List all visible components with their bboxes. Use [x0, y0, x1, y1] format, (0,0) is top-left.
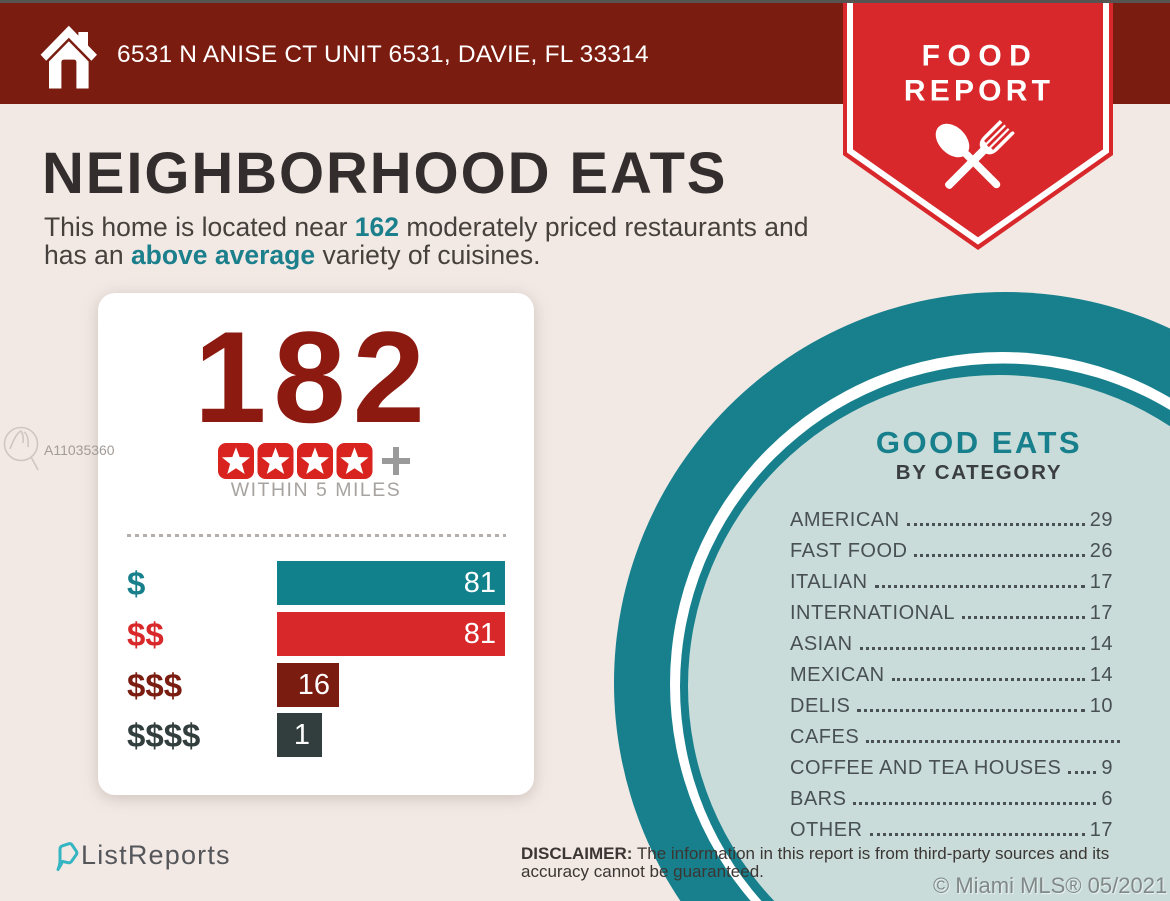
svg-text:FOOD: FOOD [922, 40, 1039, 73]
svg-text:REPORT: REPORT [904, 75, 1054, 108]
